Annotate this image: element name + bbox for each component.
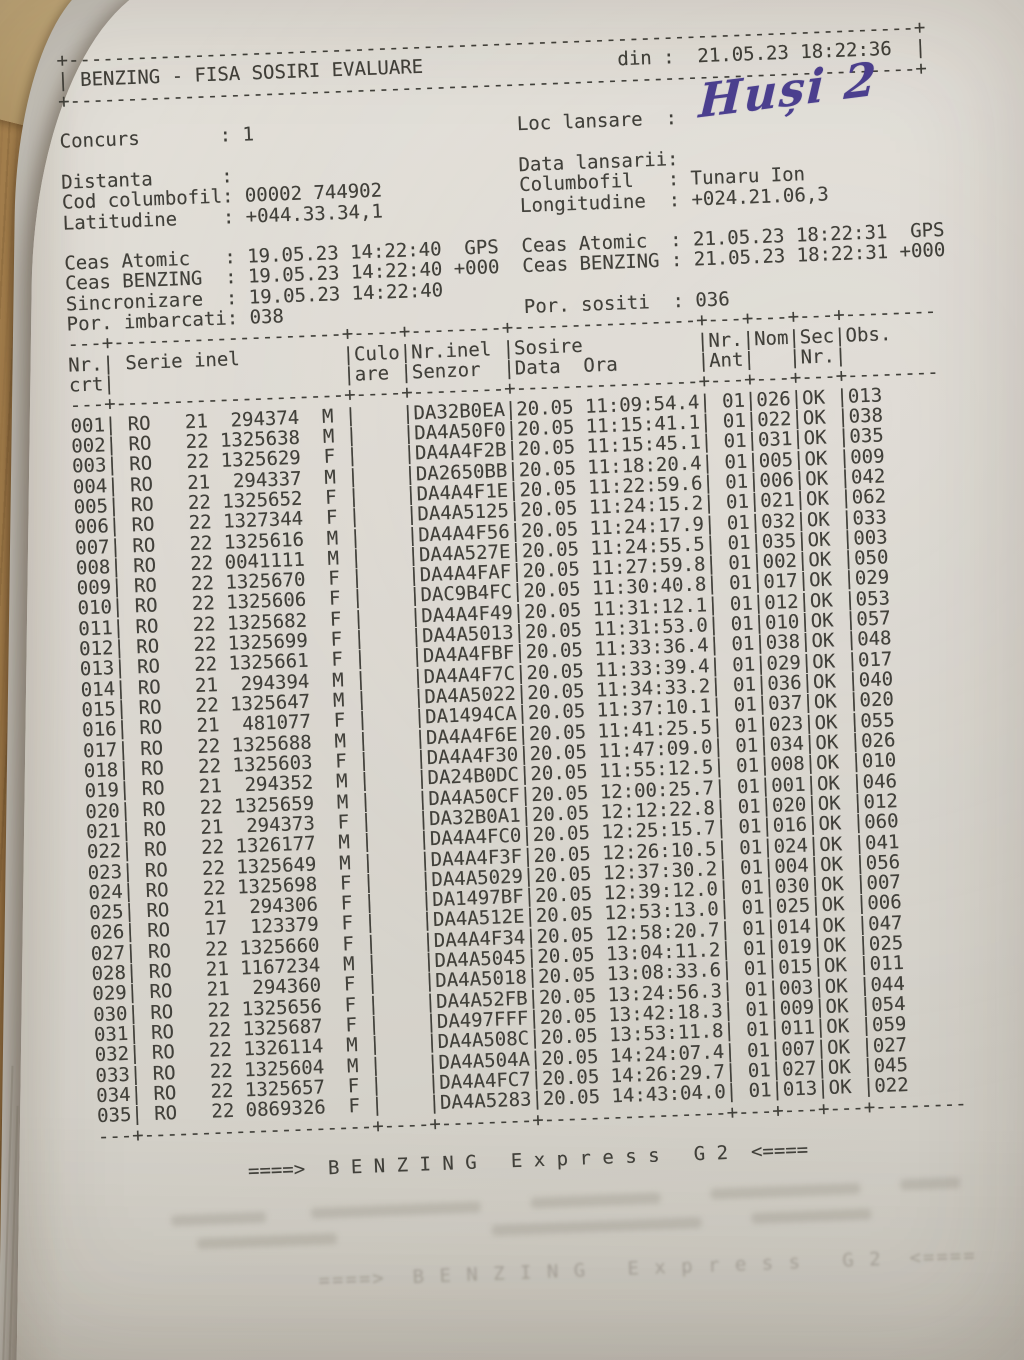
ghost-showthrough-smudge xyxy=(900,1176,961,1191)
dot-matrix-printout: +---------------------------------------… xyxy=(56,16,989,1291)
